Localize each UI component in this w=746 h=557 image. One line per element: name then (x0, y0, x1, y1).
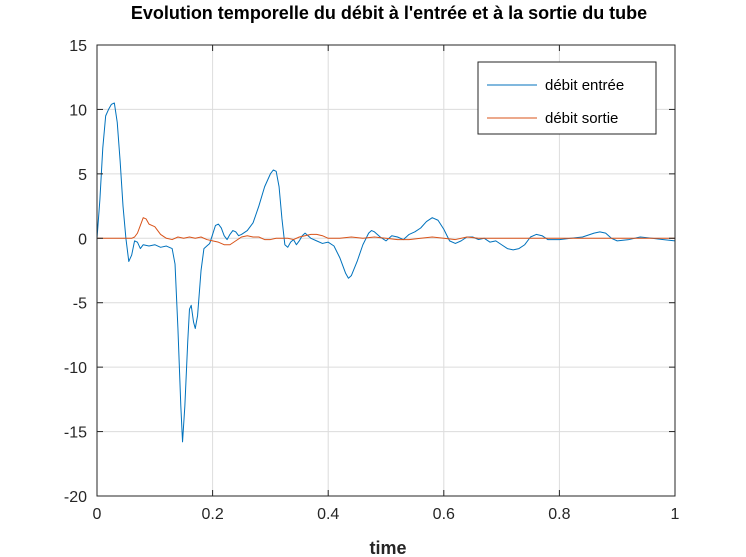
series-group (96, 102, 676, 443)
chart-title: Evolution temporelle du débit à l'entrée… (131, 3, 647, 23)
legend-label-0: débit entrée (545, 77, 624, 94)
x-tick-label: 0.8 (548, 506, 570, 523)
y-tick-label: -15 (64, 425, 87, 442)
series-line-0 (96, 102, 676, 443)
x-tick-label: 0 (93, 506, 102, 523)
axis-ticks: 0 0.2 0.4 0.6 0.8 1 -20 -15 -10 -5 0 5 10 15 (64, 38, 680, 523)
y-tick-label: 10 (69, 102, 87, 119)
x-tick-label: 0.2 (201, 506, 223, 523)
y-tick-label: 5 (78, 167, 87, 184)
x-tick-label: 0.4 (317, 506, 339, 523)
y-tick-label: -10 (64, 360, 87, 377)
y-tick-label: 0 (78, 231, 87, 248)
x-axis-label: time (369, 538, 406, 557)
axes-box (96, 44, 676, 497)
x-tick-label: 1 (671, 506, 680, 523)
x-tick-label: 0.6 (433, 506, 455, 523)
legend-label-1: débit sortie (545, 110, 618, 127)
legend-box (477, 61, 657, 135)
series-line-1 (97, 217, 675, 246)
y-tick-label: 15 (69, 38, 87, 55)
y-tick-label: -5 (73, 296, 87, 313)
y-tick-label: -20 (64, 489, 87, 506)
legend: débit entrée débit sortie (477, 61, 657, 135)
